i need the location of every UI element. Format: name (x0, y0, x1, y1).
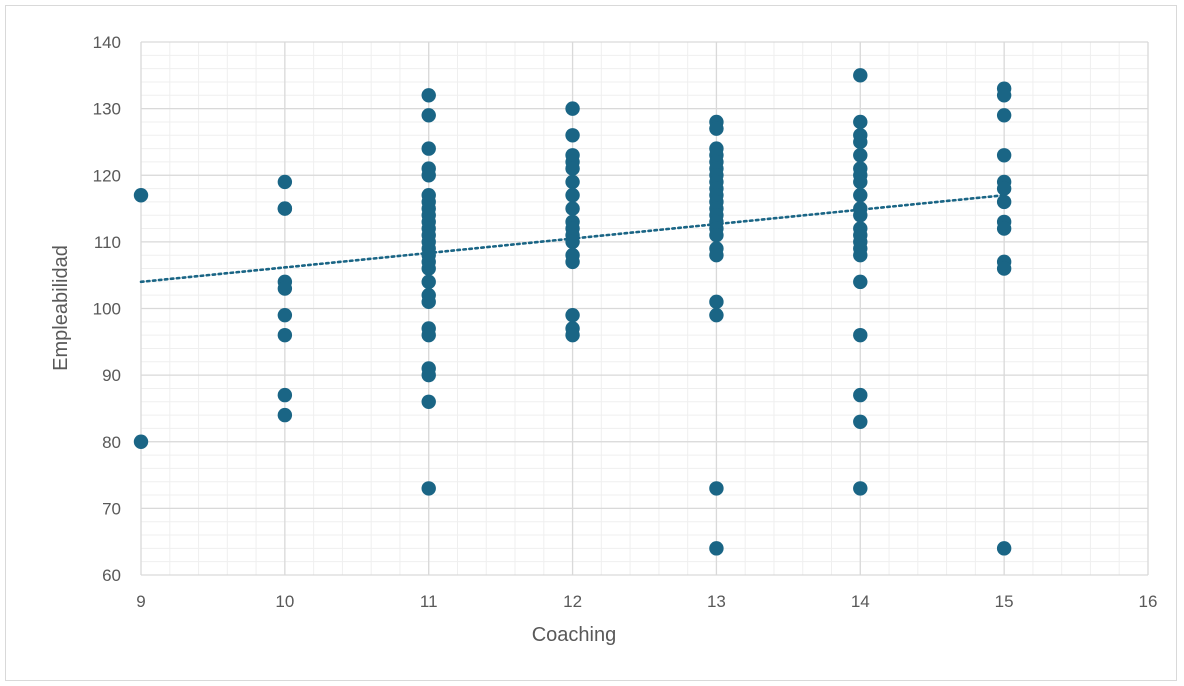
data-point (709, 248, 724, 263)
data-point (421, 261, 436, 276)
data-point (421, 141, 436, 156)
y-axis-ticks: 60 70 80 90 100 110 120 130 140 (93, 33, 121, 585)
x-tick-label: 16 (1139, 592, 1158, 611)
x-tick-label: 11 (420, 592, 438, 611)
y-tick-label: 110 (94, 233, 121, 252)
data-point (709, 228, 724, 243)
x-tick-label: 14 (851, 592, 870, 611)
data-point (853, 148, 868, 163)
data-point (709, 294, 724, 310)
data-point (277, 201, 293, 216)
data-point (565, 327, 580, 343)
data-point (565, 307, 580, 323)
data-point (565, 161, 580, 176)
data-point (996, 541, 1012, 556)
data-point (277, 307, 293, 323)
data-point (996, 194, 1012, 210)
y-tick-label: 140 (93, 33, 121, 52)
data-point (709, 121, 724, 136)
y-tick-label: 130 (93, 100, 121, 119)
y-tick-label: 80 (102, 433, 121, 452)
data-point (277, 174, 293, 190)
data-point (565, 234, 580, 250)
data-point (421, 481, 436, 496)
x-tick-label: 13 (707, 592, 726, 611)
data-point (853, 208, 868, 223)
data-point (565, 174, 580, 190)
data-point (565, 101, 580, 116)
data-point (853, 414, 868, 429)
data-point (565, 201, 580, 216)
data-point (421, 274, 436, 290)
y-tick-label: 100 (93, 300, 121, 319)
data-point (853, 274, 868, 290)
data-point (996, 108, 1012, 123)
data-point (277, 387, 293, 403)
y-tick-label: 120 (93, 166, 121, 185)
data-point (996, 261, 1012, 276)
data-point (565, 188, 580, 203)
x-tick-label: 12 (563, 592, 582, 611)
data-point (996, 88, 1012, 103)
data-point (996, 181, 1012, 196)
data-point (853, 387, 868, 403)
data-point (421, 168, 436, 183)
data-point (853, 327, 868, 343)
data-point (133, 434, 149, 449)
x-tick-label: 10 (275, 592, 294, 611)
data-point (853, 174, 868, 190)
data-point (853, 114, 868, 130)
x-axis-ticks: 9 10 11 12 13 14 15 16 (136, 592, 1157, 611)
data-point (565, 128, 580, 143)
data-point (421, 88, 436, 103)
y-axis-title: Empleabilidad (50, 245, 72, 371)
data-point (421, 394, 436, 409)
data-point (996, 148, 1012, 163)
data-point (709, 541, 724, 556)
y-tick-label: 90 (102, 366, 121, 385)
x-tick-label: 15 (995, 592, 1014, 611)
data-point (421, 294, 436, 310)
chart-frame (5, 5, 1177, 681)
data-point (853, 188, 868, 203)
data-point (996, 221, 1012, 236)
data-point (853, 248, 868, 263)
data-point (421, 327, 436, 343)
x-tick-label: 9 (136, 592, 145, 611)
data-point (421, 108, 436, 123)
data-point (853, 481, 868, 496)
data-point (277, 281, 293, 296)
data-point (277, 407, 293, 423)
data-point (853, 68, 868, 83)
y-tick-label: 60 (102, 566, 121, 585)
x-axis-title: Coaching (532, 624, 617, 646)
data-point (709, 481, 724, 496)
data-point (565, 254, 580, 270)
data-point (277, 327, 293, 343)
y-tick-label: 70 (102, 499, 121, 518)
data-point (709, 307, 724, 323)
data-point (133, 188, 149, 203)
data-point (853, 134, 868, 150)
data-point (421, 367, 436, 383)
data-points (133, 68, 1012, 556)
